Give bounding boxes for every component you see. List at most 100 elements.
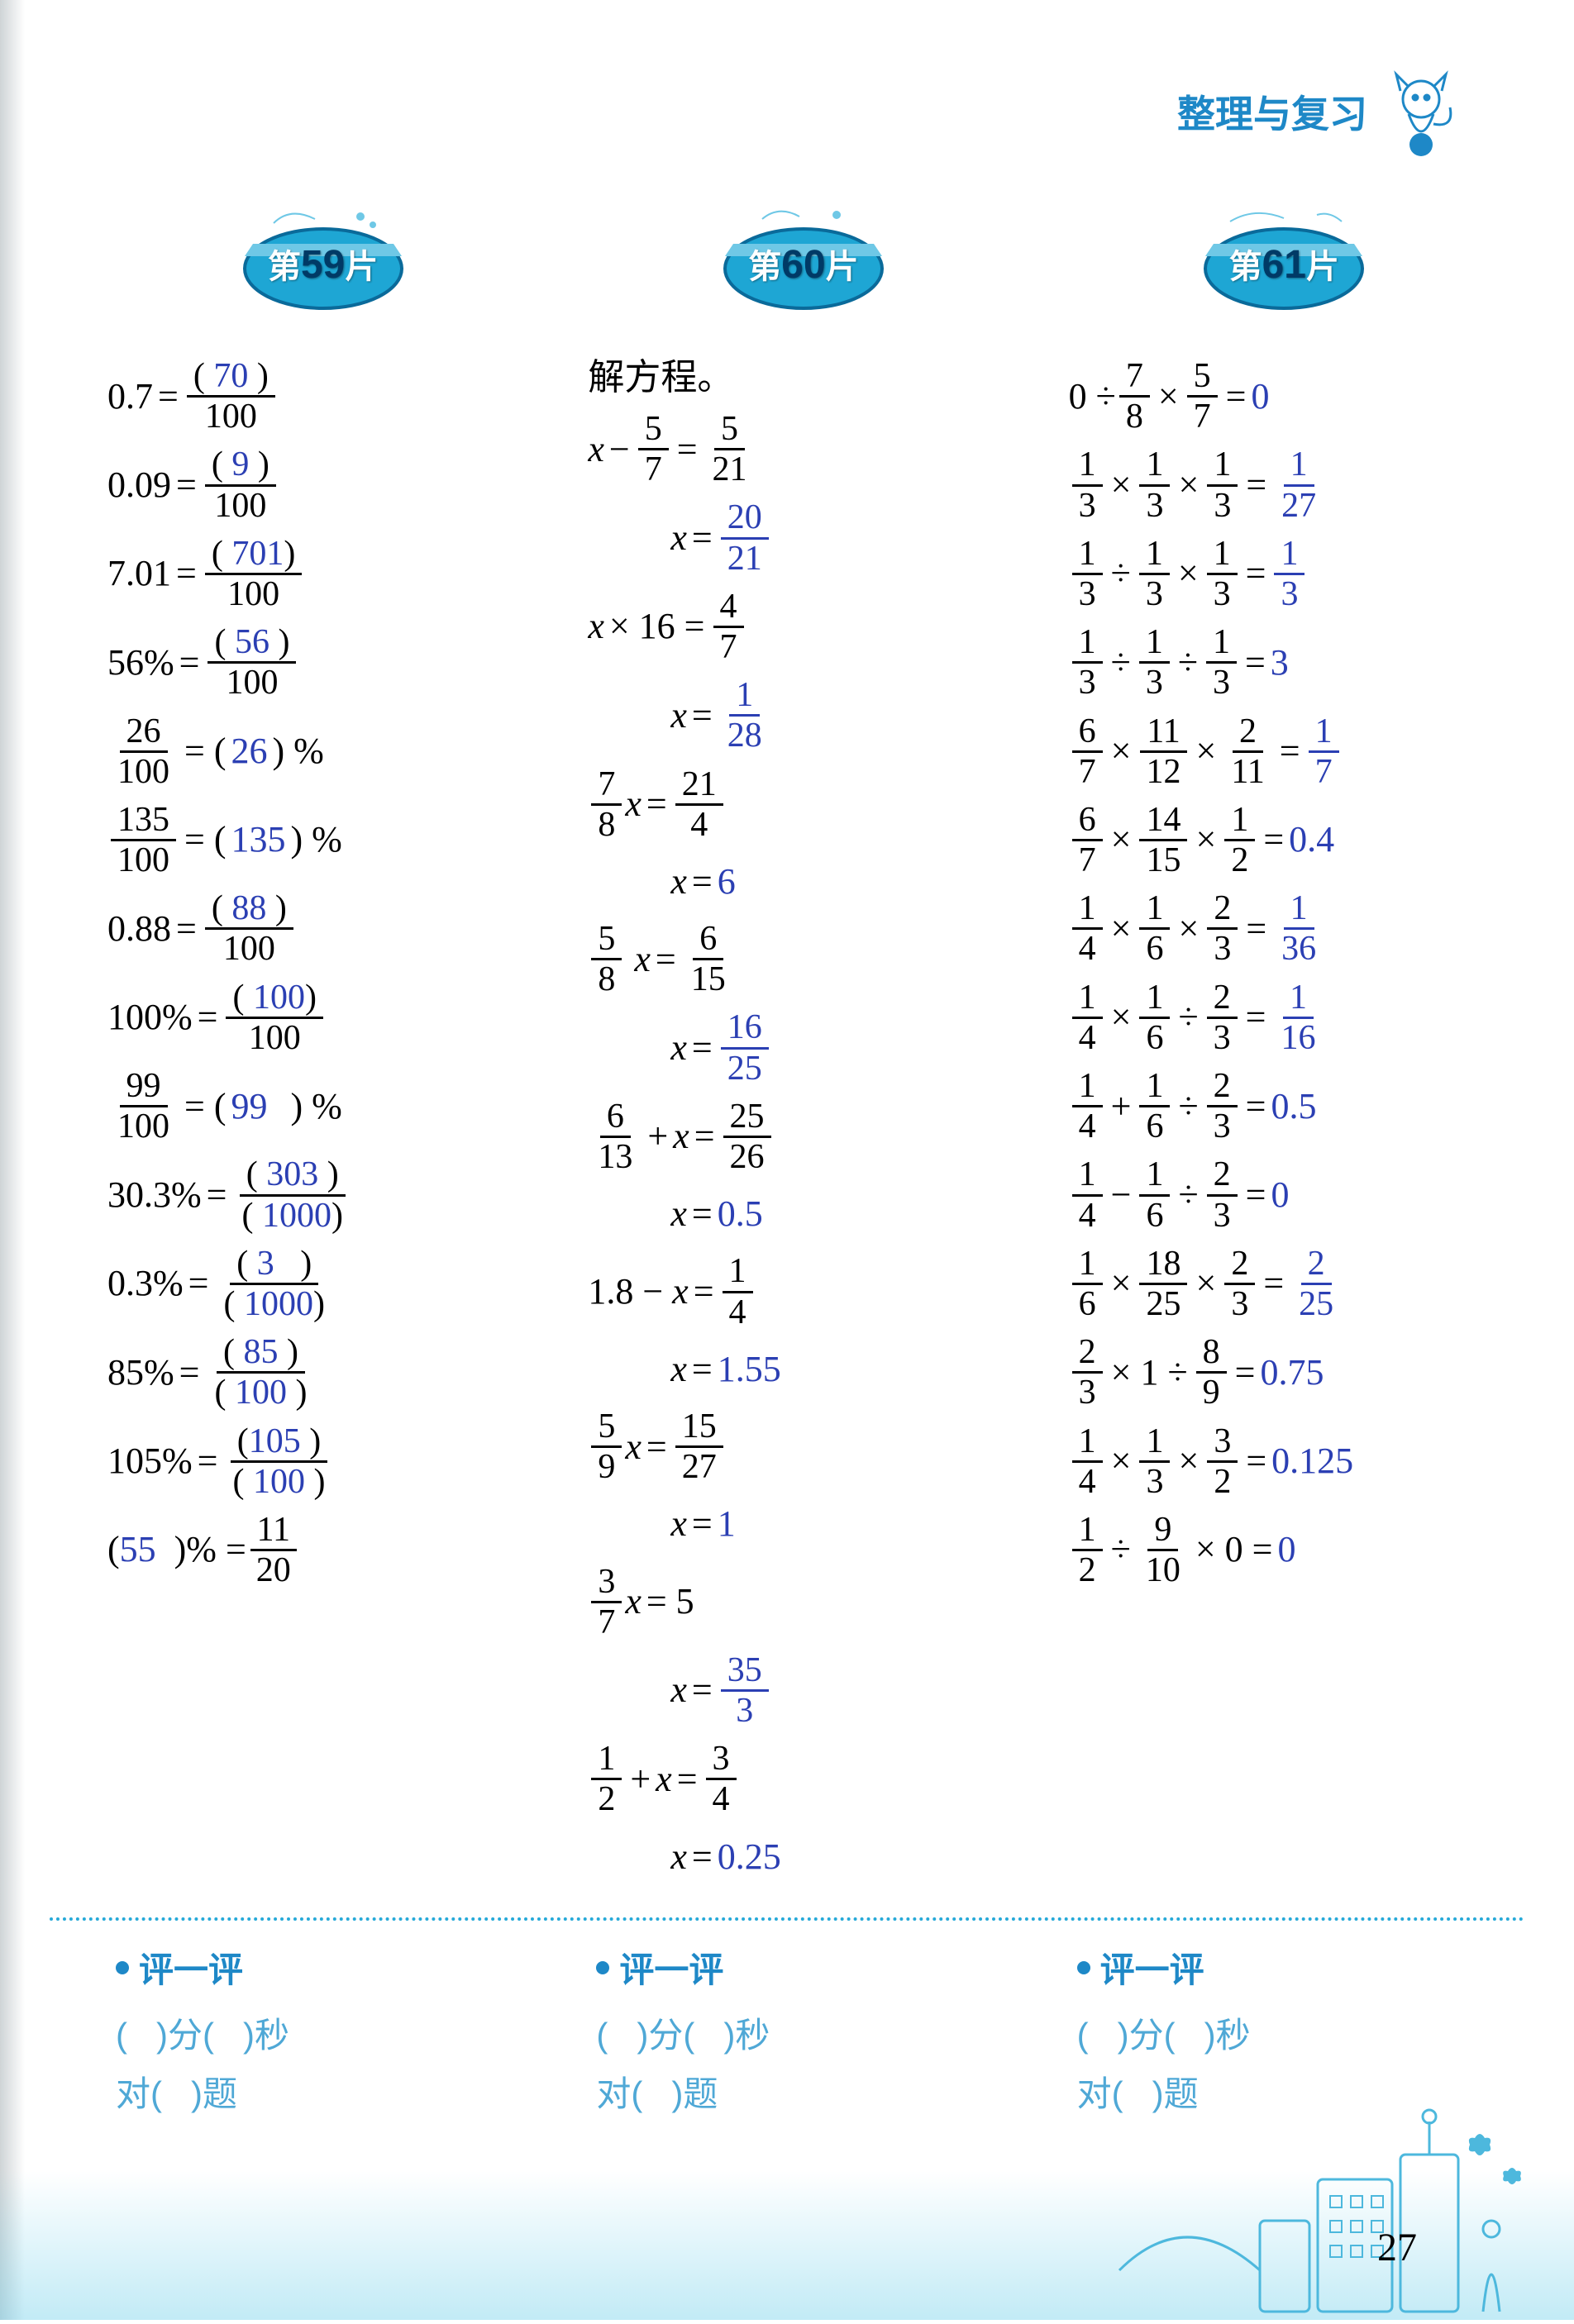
problems-61: 0 ÷ 78 × 57 =0 13 × 13 × 13 = 127 13 (1061, 347, 1508, 1599)
lhs: 0.09 (107, 457, 171, 513)
d: 4 (706, 1780, 737, 1818)
column-61: 第61片 0 ÷ 78 × 57 =0 13 × 13 × 13 = (1061, 198, 1508, 1895)
n: 1 (1072, 1067, 1103, 1107)
answer: 1 (729, 676, 760, 717)
problem-row: 26100 = (26) % (107, 712, 538, 791)
problem-row: 12 ÷ 910 × 0 = 0 (1069, 1511, 1500, 1589)
denom: 100 (111, 1107, 176, 1145)
n: 18 (1139, 1245, 1187, 1285)
answer-row: x=0.25 (588, 1829, 1018, 1885)
answer-row: x= 2021 (588, 498, 1018, 577)
d: 6 (1139, 1107, 1170, 1145)
d: 9 (1196, 1374, 1227, 1412)
t: )分( (1118, 2016, 1176, 2055)
n: 2 (1207, 1067, 1238, 1107)
op: ÷ (1178, 635, 1198, 691)
d: 3 (1139, 575, 1170, 613)
answer-row: x=0.5 (588, 1186, 1018, 1242)
problem-row: 37 x= 5 (588, 1563, 1018, 1641)
n: 6 (1072, 801, 1103, 841)
answer: 3 (1271, 635, 1289, 691)
d: 6 (1139, 1197, 1170, 1235)
dot-icon (596, 1961, 609, 1974)
t: ( (116, 2016, 127, 2055)
t: )秒 (723, 2016, 770, 2055)
problem-row: 0 ÷ 78 × 57 =0 (1069, 357, 1500, 436)
n: 7 (1119, 357, 1150, 398)
lhs: 56% (107, 635, 174, 691)
op: × (1178, 901, 1199, 957)
n: 1 (1207, 535, 1238, 575)
n: 1 (1072, 535, 1103, 575)
answer: 1 (1274, 535, 1305, 575)
n: 11 (1140, 712, 1186, 753)
answer: 701 (231, 535, 284, 573)
answer: 0.75 (1260, 1345, 1324, 1401)
badge-number: 60 (781, 243, 825, 287)
answer: 25 (1292, 1285, 1340, 1323)
d: 7 (591, 1603, 622, 1641)
problem-row: 56%= ( 56 )100 (107, 623, 538, 702)
n: 1 (1072, 1422, 1103, 1463)
answer: 303 (266, 1155, 318, 1193)
n: 2 (1207, 979, 1238, 1019)
answer: 1.55 (718, 1341, 781, 1398)
op: × (1111, 457, 1132, 513)
d: 6 (1139, 1019, 1170, 1057)
d: 3 (1207, 1197, 1238, 1235)
badge-suffix: 片 (826, 249, 859, 285)
answer: 6 (718, 854, 736, 910)
d: 13 (591, 1138, 639, 1176)
lhs: 0.88 (107, 901, 171, 957)
n: 5 (714, 410, 745, 450)
dot-icon (1077, 1961, 1090, 1974)
d: 6 (1072, 1285, 1103, 1323)
d: 4 (1072, 1107, 1103, 1145)
op: + (1111, 1079, 1132, 1135)
problem-row: 13 ÷ 13 ÷ 13 =3 (1069, 623, 1500, 702)
answer-row: x= 1625 (588, 1008, 1018, 1087)
answer: 3 (257, 1245, 274, 1283)
problem-row: 16 × 1825 × 23 = 225 (1069, 1245, 1500, 1323)
answer: 0.5 (718, 1186, 763, 1242)
answer: 0.25 (718, 1829, 781, 1885)
answer: 0.4 (1289, 812, 1334, 868)
badge-59-text: 第59片 (268, 240, 378, 288)
d: 4 (1072, 1197, 1103, 1235)
answer: 2 (1301, 1245, 1332, 1285)
d: 8 (591, 960, 622, 998)
column-60: 第60片 解方程。 x− 57 = 521 x= 2021 x× 16 = 47 (580, 198, 1027, 1895)
badge-suffix: 片 (1306, 249, 1339, 285)
answer-row: x=1.55 (588, 1341, 1018, 1398)
problem-row: 12 +x= 34 (588, 1740, 1018, 1818)
problem-row: 14 + 16 ÷ 23 =0.5 (1069, 1067, 1500, 1145)
n: 8 (1196, 1333, 1227, 1374)
lhs: 7.01 (107, 545, 171, 602)
op: − (1111, 1167, 1132, 1223)
answer: 9 (231, 445, 249, 483)
denom: 100 (221, 575, 286, 613)
t: ( (1077, 2016, 1089, 2055)
numer: 99 (120, 1067, 168, 1107)
answer: 16 (1274, 1019, 1322, 1057)
answer: 28 (721, 717, 769, 755)
t: )题 (191, 2074, 237, 2113)
d: 27 (675, 1448, 723, 1486)
problem-row: 0.3%= ( 3 )( 1000) (107, 1245, 538, 1323)
n: 9 (1147, 1511, 1178, 1551)
d: 3 (1139, 1463, 1170, 1501)
problem-row: 85%= ( 85 )( 100 ) (107, 1333, 538, 1412)
op: ÷ (1111, 1522, 1131, 1578)
t: 对( (116, 2074, 162, 2113)
n: 3 (1207, 1422, 1238, 1463)
d: 2 (1072, 1551, 1103, 1589)
op: × (1195, 723, 1216, 779)
n: 6 (600, 1098, 631, 1138)
denom: 100 (111, 841, 176, 879)
n: 1 (1139, 1422, 1170, 1463)
op: × (1158, 369, 1179, 425)
answer: 100 (253, 979, 305, 1017)
n: 1 (1072, 623, 1103, 664)
answer: 35 (721, 1651, 769, 1692)
n: 1 (1072, 445, 1103, 486)
